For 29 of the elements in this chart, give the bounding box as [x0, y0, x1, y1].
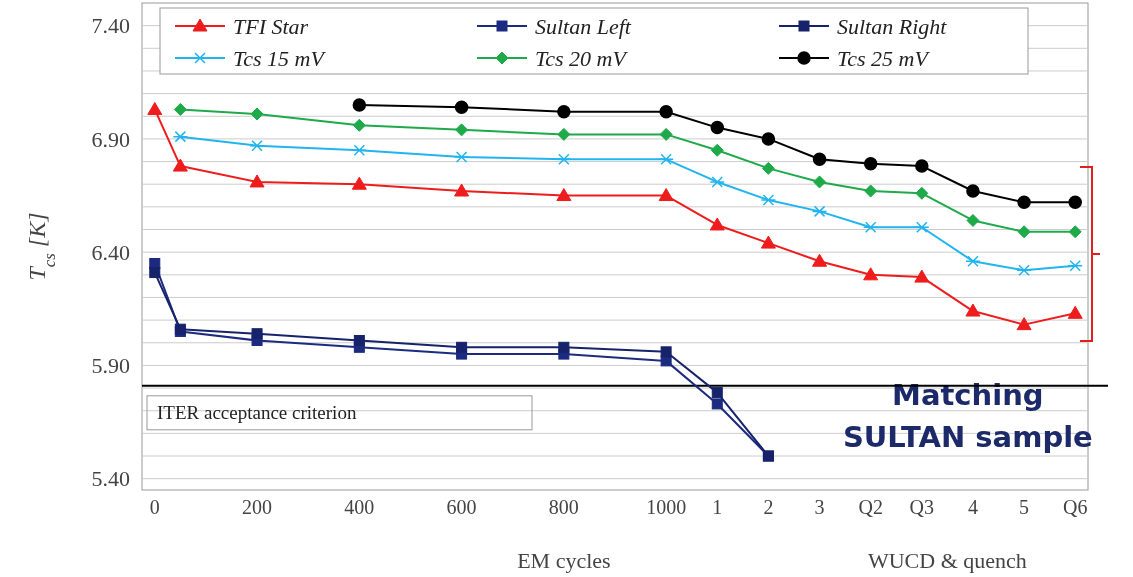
x-tick-label: 2	[763, 496, 774, 518]
x-tick-label: 800	[548, 496, 579, 518]
x-axis-title: EM cycles	[517, 548, 611, 573]
y-tick-label: 6.90	[91, 126, 130, 152]
x-tick-label: 1000	[646, 496, 687, 518]
y-tick-label: 6.40	[91, 239, 130, 265]
ref-line-label: ITER acceptance criterion	[157, 401, 357, 423]
legend-label: Sultan Right	[837, 13, 948, 39]
y-tick-label: 5.40	[91, 466, 130, 492]
legend-label: TFI Star	[233, 13, 309, 39]
x-tick-label: 4	[967, 496, 978, 518]
legend-label: Tcs 15 mV	[233, 45, 327, 71]
x-tick-label: 0	[149, 496, 160, 518]
x-tick-label: Q3	[909, 496, 935, 518]
x-tick-label: 1	[712, 496, 723, 518]
annotation: Matching SULTAN sample	[842, 378, 1093, 454]
x-tick-label: 200	[242, 496, 273, 518]
text: WUCD & quench	[867, 548, 1027, 573]
y-tick-label: 7.40	[91, 13, 130, 39]
x-tick-label: 3	[814, 496, 825, 518]
legend-label: Tcs 20 mV	[535, 45, 629, 71]
x-tick-label: Q6	[1062, 496, 1088, 518]
y-tick-label: 5.90	[91, 353, 130, 379]
x-tick-label: 5	[1019, 496, 1030, 518]
x-tick-label: 600	[446, 496, 477, 518]
x-tick-label: Q2	[858, 496, 883, 518]
x-tick-label: 400	[344, 496, 375, 518]
legend-label: Sultan Left	[535, 13, 632, 39]
legend-label: Tcs 25 mV	[837, 45, 931, 71]
